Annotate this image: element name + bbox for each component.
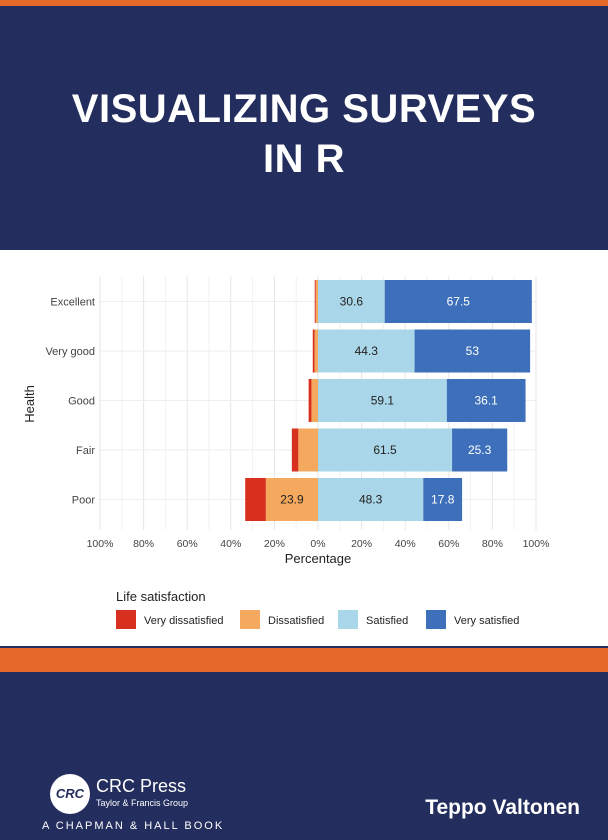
x-tick-label: 60% [438, 538, 459, 550]
legend-label: Very dissatisfied [144, 615, 223, 627]
book-title: VISUALIZING SURVEYS IN R [0, 84, 608, 184]
x-tick-label: 40% [220, 538, 241, 550]
category-label: Poor [72, 495, 96, 507]
legend-label: Satisfied [366, 615, 408, 627]
chart-panel: 30.6 67.5 44.3 53 59.1 36.1 61.5 25.3 23.9 48.3 17… [0, 250, 608, 646]
data-label: 30.6 [340, 295, 364, 309]
crc-press-logo: CRC [50, 774, 90, 814]
data-label: 53 [466, 344, 480, 358]
bar-very-satisfied [446, 379, 526, 422]
publisher-group: Taylor & Francis Group [96, 798, 189, 808]
x-tick-label: 40% [395, 538, 416, 550]
category-label: Very good [45, 346, 95, 358]
bar-dissatisfied [315, 280, 318, 323]
legend: Very dissatisfied Dissatisfied Satisfied Ve… [116, 610, 519, 629]
data-label: 59.1 [371, 394, 395, 408]
bar-dissatisfied [298, 428, 318, 472]
publisher-block: CRC CRC Press Taylor & Francis Group A C… [42, 770, 262, 834]
legend-swatch [240, 610, 260, 629]
bar-very-dissatisfied [308, 379, 312, 422]
legend-swatch [338, 610, 358, 629]
legend-title: Life satisfaction [116, 589, 206, 604]
data-label: 25.3 [468, 443, 492, 457]
x-axis-title: Percentage [285, 551, 352, 566]
data-label: 67.5 [447, 295, 471, 309]
bar-dissatisfied [265, 478, 318, 521]
bar-very-dissatisfied [314, 280, 316, 323]
x-tick-label: 80% [482, 538, 503, 550]
x-tick-label: 80% [133, 538, 154, 550]
bar-very-dissatisfied [312, 329, 315, 373]
bar-dissatisfied [311, 379, 318, 422]
data-labels-layer: 30.6 67.5 44.3 53 59.1 36.1 61.5 25.3 23.9 48.3 17… [280, 295, 498, 507]
book-title-line-2: IN R [263, 137, 345, 181]
orange-band [0, 648, 608, 672]
y-axis-title: Health [22, 385, 37, 423]
author-name: Teppo Valtonen [425, 796, 580, 819]
publisher-imprint: A CHAPMAN & HALL BOOK [42, 820, 225, 832]
bar-very-satisfied [452, 428, 508, 472]
category-label: Fair [76, 445, 95, 457]
category-labels-layer: Excellent Very good Good Fair Poor [45, 297, 95, 507]
publisher-name: CRC Press [96, 776, 187, 796]
tick-labels-layer: 100% 80% 60% 40% 20% 0% 20% 40% 60% 80% 100% [87, 538, 550, 550]
data-label: 61.5 [373, 443, 397, 457]
data-label: 48.3 [359, 493, 383, 507]
book-title-line-1: VISUALIZING SURVEYS [71, 87, 537, 131]
bar-very-satisfied [414, 329, 531, 373]
bar-satisfied [318, 329, 415, 373]
bar-very-dissatisfied [291, 428, 299, 472]
x-tick-label: 100% [87, 538, 114, 550]
category-label: Excellent [50, 297, 95, 309]
x-tick-label: 0% [310, 538, 325, 550]
category-label: Good [68, 396, 95, 408]
bar-satisfied [318, 478, 424, 521]
x-tick-label: 60% [177, 538, 198, 550]
data-label: 36.1 [475, 394, 499, 408]
data-label: 17.8 [431, 493, 455, 507]
x-tick-label: 20% [351, 538, 372, 550]
legend-label: Dissatisfied [268, 615, 324, 627]
data-label: 23.9 [280, 493, 304, 507]
legend-swatch [426, 610, 446, 629]
legend-label: Very satisfied [454, 615, 519, 627]
diverging-bar-chart: 30.6 67.5 44.3 53 59.1 36.1 61.5 25.3 23.9 48.3 17… [22, 276, 550, 629]
bar-satisfied [318, 428, 453, 472]
bar-satisfied [318, 280, 385, 323]
x-tick-label: 100% [523, 538, 550, 550]
x-tick-label: 20% [264, 538, 285, 550]
top-stripe [0, 0, 608, 6]
bar-satisfied [318, 379, 447, 422]
data-label: 44.3 [355, 344, 379, 358]
bar-very-satisfied [423, 478, 463, 521]
bar-dissatisfied [314, 329, 318, 373]
bar-very-dissatisfied [245, 478, 266, 521]
bars-layer [245, 280, 532, 521]
bar-very-satisfied [384, 280, 532, 323]
legend-swatch [116, 610, 136, 629]
